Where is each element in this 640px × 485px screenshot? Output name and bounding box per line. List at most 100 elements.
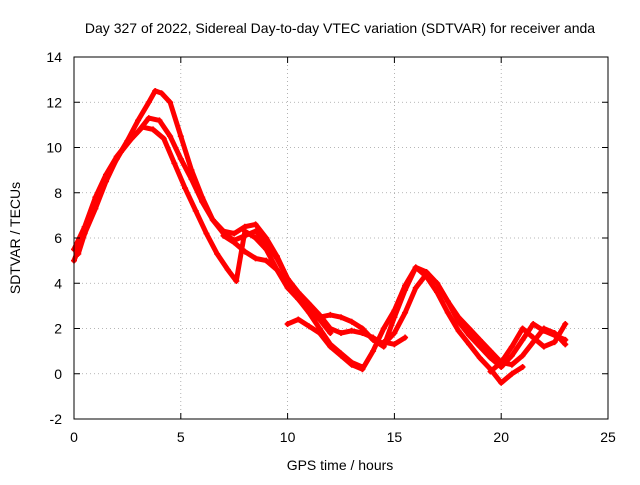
y-tick-label: 14 [46, 49, 62, 65]
x-tick-label: 5 [177, 429, 185, 445]
chart-title: Day 327 of 2022, Sidereal Day-to-day VTE… [85, 20, 595, 36]
y-axis-label: SDTVAR / TECUs [7, 182, 23, 294]
data-point [327, 330, 334, 337]
data-point [171, 160, 178, 167]
data-point [348, 327, 355, 334]
data-point [519, 325, 526, 332]
data-point [273, 266, 280, 273]
data-point [348, 318, 355, 325]
data-point [434, 289, 441, 296]
data-point [444, 309, 451, 316]
data-point [498, 379, 505, 386]
series-track-4 [220, 232, 334, 337]
data-point [158, 90, 165, 97]
data-point [327, 311, 334, 318]
data-point [487, 348, 494, 355]
data-point [562, 341, 569, 348]
data-point [150, 126, 157, 133]
data-point [107, 167, 114, 174]
data-point [203, 230, 210, 237]
data-point [273, 255, 280, 262]
data-point [305, 300, 312, 307]
data-point [530, 320, 537, 327]
data-layer [71, 87, 569, 386]
data-point [192, 207, 199, 214]
data-point [402, 282, 409, 289]
data-point [412, 284, 419, 291]
data-point [145, 115, 152, 122]
data-point [224, 266, 231, 273]
data-point [359, 330, 366, 337]
data-point [182, 185, 189, 192]
data-point [199, 198, 206, 205]
data-point [348, 361, 355, 368]
data-point [209, 216, 216, 223]
data-point [434, 280, 441, 287]
data-point [508, 352, 515, 359]
data-point [338, 352, 344, 359]
data-point [156, 117, 163, 124]
data-point [476, 343, 483, 350]
data-point [391, 341, 398, 348]
x-tick-label: 15 [387, 429, 403, 445]
data-point [519, 363, 526, 370]
data-point [466, 332, 473, 339]
data-point [370, 348, 377, 355]
data-point [139, 124, 146, 131]
x-tick-label: 20 [493, 429, 509, 445]
x-axis-label: GPS time / hours [287, 457, 394, 473]
data-point [380, 339, 387, 346]
grid [74, 57, 608, 419]
data-point [370, 334, 377, 341]
y-tick-label: 4 [54, 275, 62, 291]
data-point [188, 176, 195, 183]
data-point [359, 366, 366, 373]
data-point [455, 327, 462, 334]
data-point [177, 133, 184, 140]
data-point [241, 228, 248, 235]
data-point [160, 135, 167, 142]
data-point [508, 343, 515, 350]
data-point [402, 309, 409, 316]
series-track-7 [487, 320, 569, 375]
data-point [380, 325, 387, 332]
data-point [402, 334, 409, 341]
data-point [263, 239, 270, 246]
data-point [128, 135, 135, 142]
data-point [75, 250, 82, 257]
series-track-5 [284, 264, 526, 386]
data-point [305, 323, 312, 330]
data-point [519, 352, 526, 359]
data-point [476, 354, 483, 361]
data-point [252, 221, 259, 228]
y-tick-label: -2 [50, 411, 63, 427]
data-point [85, 216, 92, 223]
y-tick-label: 6 [54, 230, 62, 246]
data-point [487, 354, 494, 361]
data-point [135, 117, 142, 124]
data-point [233, 277, 240, 284]
data-point [391, 307, 398, 314]
data-point [455, 314, 462, 321]
data-point [295, 289, 302, 296]
data-point [487, 368, 494, 375]
data-point [295, 316, 302, 323]
data-point [305, 307, 312, 314]
data-point [338, 314, 344, 321]
data-point [540, 343, 547, 350]
data-point [327, 343, 334, 350]
data-point [519, 336, 526, 343]
data-point [231, 230, 238, 237]
data-point [444, 298, 451, 305]
data-point [284, 284, 291, 291]
y-tick-label: 0 [54, 366, 62, 382]
data-point [508, 361, 515, 368]
x-tick-label: 10 [280, 429, 296, 445]
data-point [220, 232, 227, 239]
data-point [214, 250, 221, 257]
data-point [530, 334, 537, 341]
data-point [252, 228, 259, 235]
series-line [75, 124, 365, 370]
